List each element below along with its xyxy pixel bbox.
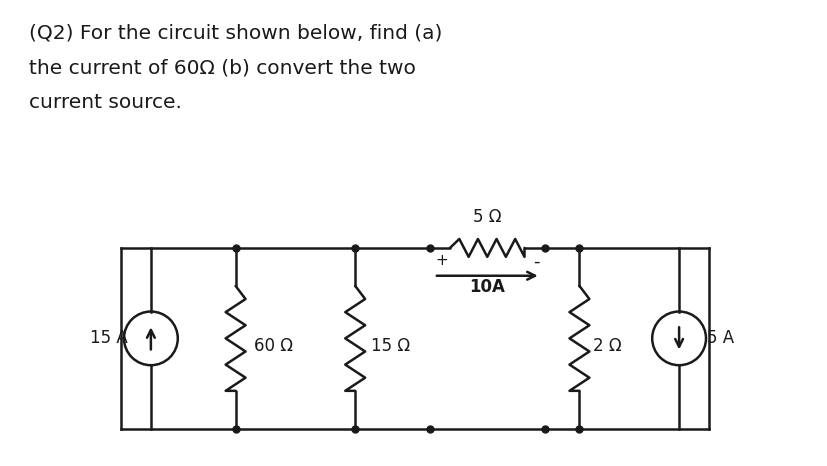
Text: 15 Ω: 15 Ω [371,337,410,355]
Text: +: + [435,253,447,268]
Text: the current of 60Ω (b) convert the two: the current of 60Ω (b) convert the two [29,58,416,77]
Text: 5 Ω: 5 Ω [473,208,501,226]
Text: 60 Ω: 60 Ω [254,337,293,355]
Text: -: - [533,253,539,271]
Text: (Q2) For the circuit shown below, find (a): (Q2) For the circuit shown below, find (… [29,23,442,42]
Text: 5 A: 5 A [707,329,734,347]
Text: current source.: current source. [29,93,182,112]
Text: 2 Ω: 2 Ω [594,337,622,355]
Text: 15 A: 15 A [90,329,128,347]
Text: 10A: 10A [469,278,505,296]
